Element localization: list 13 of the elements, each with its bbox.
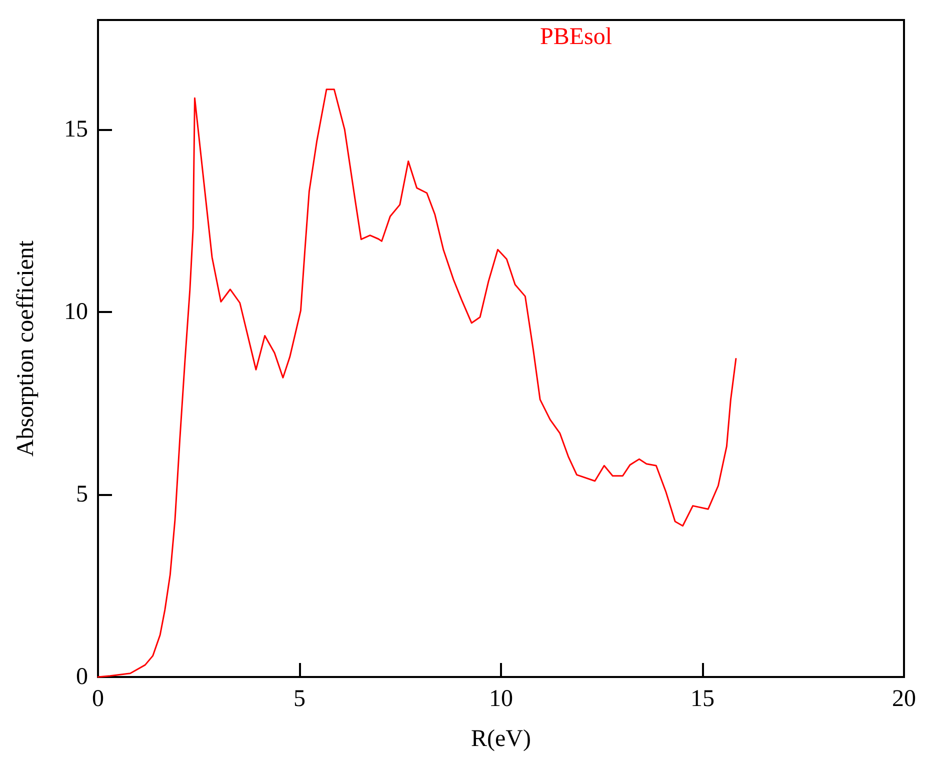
y-tick-label: 0: [76, 664, 88, 690]
line-series: [97, 88, 737, 678]
y-tick-label: 5: [76, 482, 88, 508]
y-tick-label: 15: [64, 116, 88, 142]
x-axis-title: R(eV): [471, 726, 531, 752]
x-tick-label: 0: [92, 686, 104, 712]
x-tick-label: 15: [690, 686, 714, 712]
text: PBEsol: [540, 24, 612, 50]
x-tick-label: 5: [294, 686, 306, 712]
y-axis-title: Absorption coefficient: [13, 240, 39, 457]
x-tick-label: 20: [892, 686, 916, 712]
x-tick-label: 10: [489, 686, 513, 712]
y-tick-label: 10: [64, 299, 88, 325]
